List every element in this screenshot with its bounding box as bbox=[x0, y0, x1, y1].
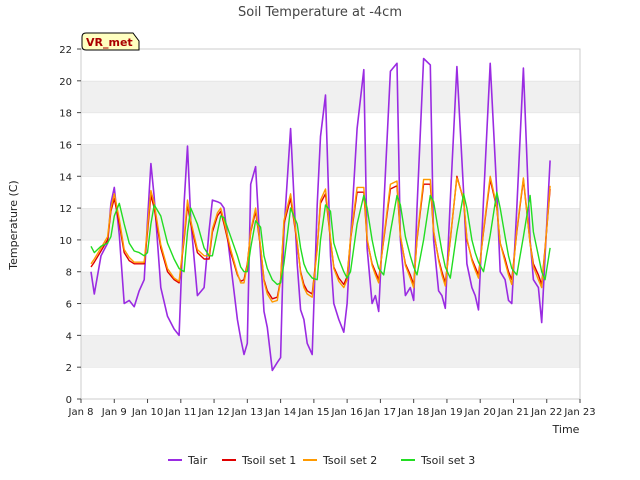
x-tick-label: Jan 9 bbox=[101, 407, 127, 418]
x-tick-label: Jan 10 bbox=[131, 407, 163, 418]
grid-band bbox=[81, 367, 580, 399]
legend-label: Tsoil set 3 bbox=[420, 454, 475, 467]
legend-item: Tsoil set 1 bbox=[222, 454, 296, 467]
legend-item: Tsoil set 2 bbox=[303, 454, 377, 467]
x-tick-label: Jan 18 bbox=[397, 407, 429, 418]
x-tick-label: Jan 12 bbox=[197, 407, 229, 418]
series-lines bbox=[90, 57, 551, 372]
y-tick-label: 6 bbox=[66, 300, 72, 311]
grid-band bbox=[81, 144, 580, 177]
y-tick-label: 16 bbox=[59, 140, 72, 151]
y-tick-label: 12 bbox=[59, 204, 72, 215]
x-tick-label: Jan 17 bbox=[364, 407, 396, 418]
x-tick-label: Jan 23 bbox=[563, 407, 595, 418]
y-tick-label: 0 bbox=[66, 395, 72, 406]
badge-box bbox=[81, 32, 140, 51]
legend-label: Tair bbox=[187, 454, 208, 467]
x-tick-label: Jan 21 bbox=[497, 407, 529, 418]
series-line-tair bbox=[90, 57, 551, 372]
grid-band bbox=[81, 335, 580, 368]
legend-item: Tsoil set 3 bbox=[401, 454, 475, 467]
x-tick-label: Jan 22 bbox=[530, 407, 562, 418]
x-tick-label: Jan 14 bbox=[264, 407, 296, 418]
y-tick-label: 18 bbox=[59, 109, 72, 120]
legend-label: Tsoil set 2 bbox=[322, 454, 377, 467]
badge-label: VR_met bbox=[86, 36, 133, 49]
grid-band bbox=[81, 271, 580, 304]
legend: Tair Tsoil set 1 Tsoil set 2 Tsoil set 3 bbox=[168, 454, 475, 467]
x-tick-label: Jan 13 bbox=[231, 407, 263, 418]
x-tick-label: Jan 11 bbox=[164, 407, 196, 418]
x-tick-label: Jan 20 bbox=[464, 407, 496, 418]
series-line-tsoil-set-2 bbox=[90, 175, 551, 303]
grid-band bbox=[81, 49, 580, 81]
y-axis-label: Temperature (C) bbox=[7, 180, 20, 270]
plot-frame bbox=[80, 48, 581, 400]
series-line-tsoil-set-3 bbox=[90, 191, 551, 286]
y-tick-label: 4 bbox=[66, 331, 72, 342]
grid-band bbox=[81, 303, 580, 336]
x-tick-label: Jan 19 bbox=[430, 407, 462, 418]
grid-band bbox=[81, 80, 580, 113]
station-badge: VR_met bbox=[81, 32, 140, 51]
y-tick-label: 8 bbox=[66, 268, 72, 279]
y-axis: 0 2 4 6 8 10 12 14 16 18 20 22 bbox=[59, 45, 81, 406]
x-tick-label: Jan 8 bbox=[68, 407, 94, 418]
x-axis: Jan 8 Jan 9 Jan 10 Jan 11 Jan 12 Jan 13 Jan 14… bbox=[68, 399, 596, 418]
chart-title: Soil Temperature at -4cm bbox=[238, 5, 402, 20]
grid-band bbox=[81, 176, 580, 209]
y-tick-label: 14 bbox=[59, 172, 72, 183]
y-tick-label: 22 bbox=[59, 45, 72, 56]
grid-band bbox=[81, 112, 580, 145]
y-tick-label: 20 bbox=[59, 77, 72, 88]
x-axis-label: Time bbox=[552, 423, 580, 436]
x-tick-label: Jan 15 bbox=[297, 407, 329, 418]
grid-bands bbox=[81, 48, 580, 399]
x-tick-label: Jan 16 bbox=[330, 407, 362, 418]
legend-item: Tair bbox=[168, 454, 208, 467]
legend-label: Tsoil set 1 bbox=[241, 454, 296, 467]
y-tick-label: 2 bbox=[66, 363, 72, 374]
y-tick-label: 10 bbox=[59, 236, 72, 247]
